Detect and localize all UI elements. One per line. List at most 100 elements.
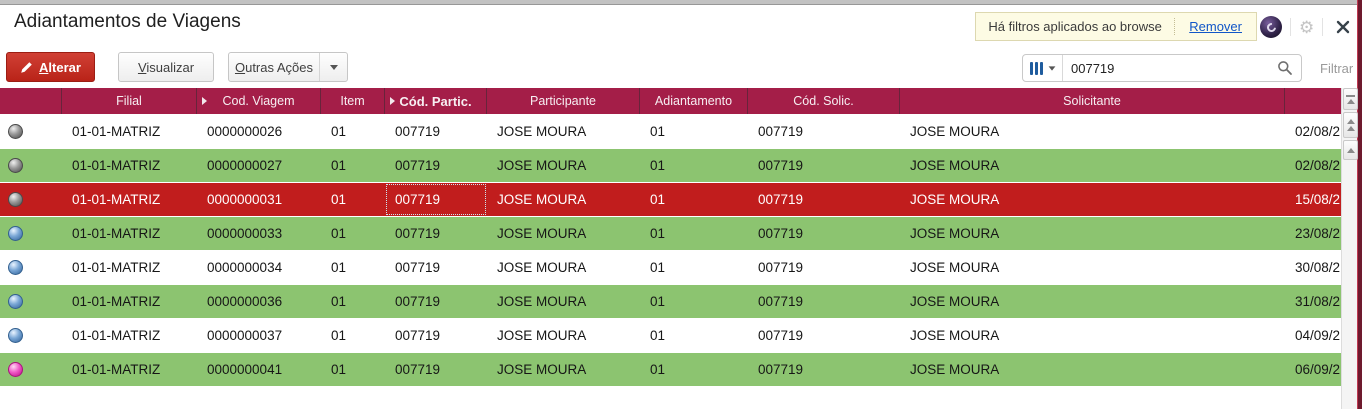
sort-indicator-icon [202,97,207,105]
column-header-participante[interactable]: Participante [487,88,640,114]
cell-participante: JOSE MOURA [497,158,587,173]
cell-viagem: 0000000037 [207,328,283,343]
page-title: Adiantamentos de Viagens [14,11,241,32]
cell-solicitante: JOSE MOURA [910,124,1000,139]
column-header-adiantamento[interactable]: Adiantamento [640,88,748,114]
cell-data: 06/09/2 [1295,362,1341,377]
column-header-data[interactable] [1285,88,1341,114]
cell-cod_partic: 007719 [385,183,487,216]
cell-filial: 01-01-MATRIZ [72,124,161,139]
search-group [1022,54,1302,82]
cell-status [0,319,62,352]
page-up-button[interactable] [1343,112,1358,138]
table-row[interactable]: 01-01-MATRIZ 0000000027 01 007719 JOSE MOURA… [0,148,1341,182]
cell-data: 30/08/2 [1295,260,1341,275]
column-header-label: Cod. Viagem [222,94,295,108]
alterar-button[interactable]: Alterar [6,52,95,82]
cell-adiantamento: 01 [650,362,666,377]
table-row[interactable]: 01-01-MATRIZ 0000000031 01 007719 JOSE MOURA… [0,182,1341,216]
status-icon [8,260,23,275]
cell-status [0,149,62,182]
cell-status [0,285,62,318]
status-icon [8,294,23,309]
cell-adiantamento: 01 [650,328,666,343]
filter-notice-text: Há filtros aplicados ao browse [988,19,1162,34]
column-header-solicitante[interactable]: Solicitante [900,88,1285,114]
cell-cod_partic: 007719 [395,260,441,275]
cell-item: 01 [331,294,347,309]
cell-viagem: 0000000027 [207,158,283,173]
cell-adiantamento: 01 [650,158,666,173]
table-row[interactable]: 01-01-MATRIZ 0000000036 01 007719 JOSE MOURA… [0,284,1341,318]
cell-item: 01 [331,226,347,241]
cell-status [0,217,62,250]
column-header-label: Cód. Solic. [793,94,854,108]
outras-acoes-button[interactable]: Outras Ações [228,52,348,82]
icon-divider [1290,18,1291,36]
table-row[interactable]: 01-01-MATRIZ 0000000033 01 007719 JOSE MOURA… [0,216,1341,250]
column-header-label: Item [340,94,365,108]
cell-solicitante: JOSE MOURA [910,294,1000,309]
cell-cod_solic: 007719 [758,124,804,139]
cell-item: 01 [331,362,347,377]
cell-status [0,251,62,284]
cell-filial: 01-01-MATRIZ [72,192,161,207]
cell-solicitante: JOSE MOURA [910,362,1000,377]
cell-data: 31/08/2 [1295,294,1341,309]
remove-filter-link[interactable]: Remover [1189,19,1242,34]
index-column-selector[interactable] [1023,55,1063,81]
outras-acoes-dropdown[interactable] [319,53,347,81]
cell-adiantamento: 01 [650,260,666,275]
column-header-cod_solic[interactable]: Cód. Solic. [748,88,900,114]
cell-adiantamento: 01 [650,124,666,139]
cell-viagem: 0000000033 [207,226,283,241]
cell-data: 04/09/2 [1295,328,1341,343]
table-row[interactable]: 01-01-MATRIZ 0000000037 01 007719 JOSE MOURA… [0,318,1341,352]
status-icon [8,158,23,173]
table-row[interactable]: 01-01-MATRIZ 0000000041 01 007719 JOSE MOURA… [0,352,1341,386]
cell-solicitante: JOSE MOURA [910,328,1000,343]
column-header-cod_partic[interactable]: Cód. Partic. [385,88,487,114]
cell-cod_solic: 007719 [758,328,804,343]
totvs-logo-icon[interactable] [1260,16,1282,38]
scroll-top-button[interactable] [1343,88,1358,110]
cell-adiantamento: 01 [650,294,666,309]
column-header-status[interactable] [0,88,62,114]
cell-data: 23/08/2 [1295,226,1341,241]
cell-status [0,115,62,148]
column-header-filial[interactable]: Filial [62,88,197,114]
cell-viagem: 0000000036 [207,294,283,309]
magnifier-icon[interactable] [1277,60,1293,76]
scroll-up-button[interactable] [1343,140,1358,160]
column-header-label: Participante [529,94,596,108]
gear-icon[interactable]: ⚙ [1299,17,1315,37]
index-columns-icon [1029,61,1033,75]
vertical-scrollbar[interactable] [1341,88,1358,409]
cell-filial: 01-01-MATRIZ [72,328,161,343]
visualizar-button[interactable]: Visualizar [118,52,214,82]
cell-cod_partic: 007719 [395,124,441,139]
cell-cod_partic: 007719 [395,294,441,309]
status-icon [8,124,23,139]
close-icon[interactable] [1335,19,1351,35]
scroll-top-icon [1346,98,1355,104]
alterar-label: Alterar [39,59,81,75]
cell-participante: JOSE MOURA [497,328,587,343]
cell-item: 01 [331,260,347,275]
status-icon [8,226,23,241]
column-header-label: Solicitante [1063,94,1121,108]
table-row[interactable]: 01-01-MATRIZ 0000000034 01 007719 JOSE MOURA… [0,250,1341,284]
search-input[interactable] [1063,60,1277,76]
status-icon [8,328,23,343]
cell-participante: JOSE MOURA [497,124,587,139]
cell-filial: 01-01-MATRIZ [72,158,161,173]
cell-adiantamento: 01 [650,192,666,207]
totvs-arc-glyph [1264,20,1278,34]
column-header-label: Adiantamento [654,94,733,108]
column-header-item[interactable]: Item [321,88,385,114]
column-header-viagem[interactable]: Cod. Viagem [197,88,321,114]
table-row[interactable]: 01-01-MATRIZ 0000000026 01 007719 JOSE MOURA… [0,114,1341,148]
icon-divider [1322,18,1324,36]
outras-acoes-label: Outras Ações [234,59,314,75]
